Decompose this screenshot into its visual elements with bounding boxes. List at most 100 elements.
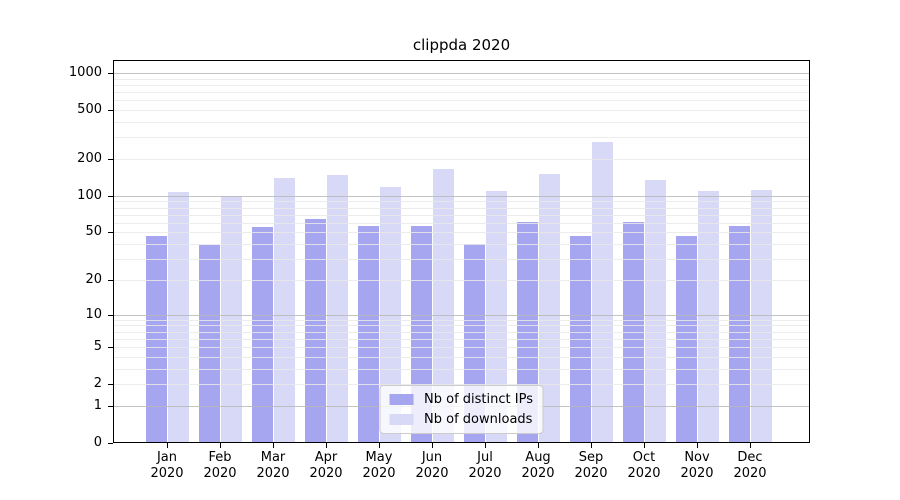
- y-tick-label-1: 1: [93, 397, 102, 413]
- legend-item-downloads: Nb of downloads: [389, 412, 533, 427]
- y-tick-1: [108, 405, 113, 407]
- x-tick-label-nov: Nov 2020: [674, 450, 720, 482]
- x-tick-label-oct: Oct 2020: [621, 450, 667, 482]
- legend: Nb of distinct IPs Nb of downloads: [379, 385, 544, 434]
- x-label-month: Jul: [477, 450, 493, 465]
- gridline-minor-70: [113, 214, 810, 216]
- bar-downloads-dec: [751, 189, 772, 443]
- x-tick-label-dec: Dec 2020: [727, 450, 773, 482]
- y-tick-label-50: 50: [85, 224, 102, 240]
- x-tick-feb: [220, 443, 221, 448]
- gridline-minor-2: [113, 384, 810, 386]
- x-tick-sep: [591, 443, 592, 448]
- x-tick-apr: [326, 443, 327, 448]
- bar-distinct-ips-apr: [305, 219, 326, 443]
- x-label-month: Jan: [156, 450, 178, 465]
- x-tick-jul: [485, 443, 486, 448]
- x-label-year: 2020: [362, 466, 396, 481]
- legend-item-distinct-ips: Nb of distinct IPs: [389, 392, 533, 407]
- gridline-minor-800: [113, 84, 810, 86]
- x-tick-mar: [273, 443, 274, 448]
- gridline-minor-20: [113, 279, 810, 281]
- x-tick-oct: [644, 443, 645, 448]
- y-tick-label-2: 2: [93, 376, 102, 392]
- x-label-month: Feb: [208, 450, 232, 465]
- y-tick-label-10: 10: [85, 306, 102, 322]
- x-tick-label-aug: Aug 2020: [515, 450, 561, 482]
- x-tick-aug: [538, 443, 539, 448]
- y-tick-0: [108, 443, 113, 444]
- x-label-month: Apr: [314, 450, 338, 465]
- bar-downloads-jan: [168, 192, 189, 443]
- x-label-month: Aug: [525, 450, 551, 465]
- bar-downloads-sep: [592, 142, 613, 443]
- gridline-minor-200: [113, 159, 810, 160]
- legend-swatch-downloads: [389, 414, 414, 425]
- x-label-month: Oct: [632, 450, 656, 465]
- chart-title: clippda 2020: [412, 36, 511, 54]
- x-label-year: 2020: [309, 466, 343, 481]
- y-tick-label-100: 100: [77, 187, 102, 203]
- legend-label-distinct-ips: Nb of distinct IPs: [424, 392, 533, 407]
- x-label-year: 2020: [415, 466, 449, 481]
- x-label-month: Jun: [421, 450, 443, 465]
- bar-downloads-mar: [274, 178, 295, 443]
- x-tick-label-jun: Jun 2020: [409, 450, 455, 482]
- x-tick-nov: [697, 443, 698, 448]
- y-tick-label-20: 20: [85, 271, 102, 287]
- x-tick-may: [379, 443, 380, 448]
- plot-area: Nb of distinct IPs Nb of downloads: [113, 60, 810, 443]
- y-tick-200: [108, 159, 113, 160]
- legend-label-downloads: Nb of downloads: [424, 412, 533, 427]
- x-label-month: May: [365, 450, 393, 465]
- x-tick-jun: [432, 443, 433, 448]
- bar-downloads-nov: [698, 190, 719, 443]
- bar-distinct-ips-dec: [729, 225, 750, 443]
- gridline-minor-6: [113, 338, 810, 340]
- bar-distinct-ips-may: [358, 225, 379, 443]
- y-tick-label-1000: 1000: [68, 65, 102, 81]
- x-label-month: Mar: [260, 450, 286, 465]
- gridline-minor-900: [113, 78, 810, 80]
- gridline-minor-40: [113, 244, 810, 246]
- x-tick-label-jan: Jan 2020: [144, 450, 190, 482]
- x-label-month: Nov: [684, 450, 710, 465]
- gridline-minor-50: [113, 232, 810, 234]
- y-tick-5: [108, 347, 113, 349]
- gridline-minor-4: [113, 356, 810, 358]
- x-tick-label-jul: Jul 2020: [462, 450, 508, 482]
- y-tick-100: [108, 195, 113, 197]
- gridline-minor-7: [113, 331, 810, 333]
- gridline-minor-300: [113, 137, 810, 139]
- bar-distinct-ips-mar: [252, 227, 273, 443]
- x-tick-jan: [167, 443, 168, 448]
- x-label-year: 2020: [680, 466, 714, 481]
- y-tick-label-200: 200: [77, 151, 102, 166]
- gridline-minor-30: [113, 259, 810, 261]
- gridline-minor-8: [113, 325, 810, 327]
- y-tick-1000: [108, 73, 113, 75]
- x-label-year: 2020: [574, 466, 608, 481]
- x-label-year: 2020: [256, 466, 290, 481]
- bar-distinct-ips-feb: [199, 245, 220, 443]
- y-tick-label-0: 0: [93, 435, 102, 450]
- y-tick-label-5: 5: [93, 339, 102, 355]
- x-label-year: 2020: [627, 466, 661, 481]
- gridline-major-1000: [113, 73, 810, 75]
- y-tick-label-500: 500: [77, 102, 102, 118]
- bar-downloads-apr: [327, 175, 348, 443]
- gridline-minor-500: [113, 110, 810, 112]
- x-tick-label-sep: Sep 2020: [568, 450, 614, 482]
- gridline-minor-600: [113, 100, 810, 102]
- bar-downloads-oct: [645, 179, 666, 443]
- y-tick-50: [108, 232, 113, 234]
- x-label-month: Sep: [578, 450, 604, 465]
- gridline-major-10: [113, 314, 810, 316]
- x-tick-dec: [750, 443, 751, 448]
- x-label-year: 2020: [203, 466, 237, 481]
- x-label-year: 2020: [150, 466, 184, 481]
- gridline-minor-60: [113, 222, 810, 224]
- gridline-minor-5: [113, 347, 810, 349]
- gridline-major-100: [113, 195, 810, 197]
- y-tick-2: [108, 384, 113, 386]
